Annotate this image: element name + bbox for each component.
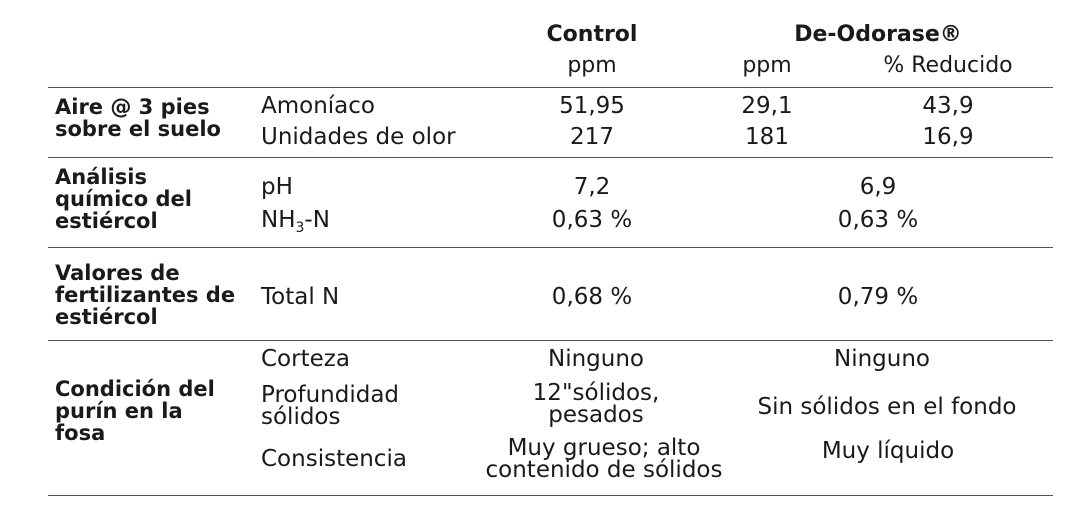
row-label-ph: pH xyxy=(261,174,293,200)
group-title-slurry: Condición del purín en la fosa xyxy=(55,377,215,445)
row-label-solids-depth: Profundidad sólidos xyxy=(261,382,400,430)
value-crust-control: Ninguno xyxy=(548,346,644,372)
group-title-chem: Análisis químico del estiércol xyxy=(55,165,192,233)
row-label-crust: Corteza xyxy=(261,346,350,372)
header-product: De-Odorase® xyxy=(794,22,962,47)
group-title-air: Aire @ 3 pies sobre el suelo xyxy=(55,95,221,141)
divider xyxy=(48,247,1053,248)
value-nh3n-control: 0,63 % xyxy=(551,207,633,233)
value-solids-control: 12"sólidos, pesados xyxy=(532,380,660,428)
value-nh3n-product: 0,63 % xyxy=(837,207,919,233)
row-label-nh3n: NH3-N xyxy=(261,207,330,236)
row-label-consistency: Consistencia xyxy=(261,446,407,472)
divider xyxy=(48,340,1053,341)
row-label-ammonia: Amoníaco xyxy=(261,93,375,119)
value-odor-ppm: 181 xyxy=(745,124,789,150)
value-ammonia-control: 51,95 xyxy=(559,93,625,119)
value-ammonia-ppm: 29,1 xyxy=(741,93,793,119)
value-consistency-product: Muy líquido xyxy=(821,438,955,464)
header-product-reduced: % Reducido xyxy=(883,53,1013,78)
value-odor-reduced: 16,9 xyxy=(922,124,974,150)
value-total-n-control: 0,68 % xyxy=(551,284,633,310)
header-control-unit: ppm xyxy=(567,53,617,78)
row-label-total-n: Total N xyxy=(261,284,340,310)
value-consistency-control: Muy grueso; alto contenido de sólidos xyxy=(485,435,723,483)
value-crust-product: Ninguno xyxy=(834,346,930,372)
row-label-odor-units: Unidades de olor xyxy=(261,124,456,150)
header-control: Control xyxy=(546,22,638,47)
header-product-unit: ppm xyxy=(742,53,792,78)
divider xyxy=(48,495,1053,496)
group-title-fert: Valores de fertilizantes de estiércol xyxy=(55,261,236,329)
value-ph-product: 6,9 xyxy=(859,174,897,200)
divider xyxy=(48,157,1053,158)
value-ammonia-reduced: 43,9 xyxy=(922,93,974,119)
value-total-n-product: 0,79 % xyxy=(837,284,919,310)
value-odor-control: 217 xyxy=(570,124,614,150)
divider xyxy=(48,87,1053,88)
value-ph-control: 7,2 xyxy=(573,174,611,200)
value-solids-product: Sin sólidos en el fondo xyxy=(757,394,1017,420)
